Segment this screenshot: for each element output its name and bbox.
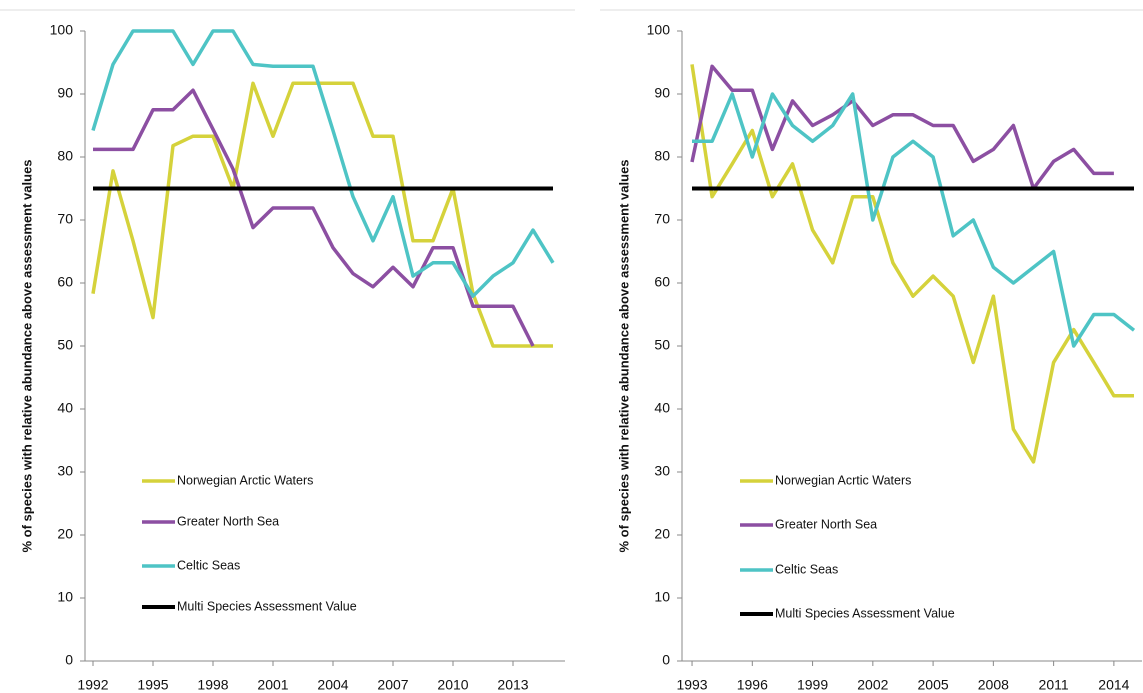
y-tick-label: 60 [57,274,73,290]
x-tick-label: 2005 [918,677,949,693]
y-tick-label: 100 [50,22,74,38]
y-tick-label: 60 [654,274,670,290]
x-tick-label: 1992 [77,677,108,693]
series-line [690,64,1134,464]
y-tick-label: 50 [57,337,73,353]
y-tick-label: 30 [57,463,73,479]
y-tick-label: 80 [57,148,73,164]
legend-label: Celtic Seas [177,558,240,572]
x-tick-label: 2004 [317,677,348,693]
series-line [91,81,553,348]
y-tick-label: 20 [57,526,73,542]
y-tick-label: 80 [654,148,670,164]
x-tick-label: 1996 [737,677,768,693]
legend-label: Multi Species Assessment Value [775,606,955,620]
y-tick-label: 0 [65,652,73,668]
x-tick-label: 2014 [1098,677,1129,693]
y-axis-label: % of species with relative abundance abo… [19,159,34,552]
x-tick-label: 2001 [257,677,288,693]
y-tick-label: 40 [57,400,73,416]
x-tick-label: 1993 [676,677,707,693]
series-line [91,29,555,298]
x-tick-label: 2011 [1039,677,1069,693]
y-tick-label: 100 [647,22,671,38]
y-tick-label: 90 [57,85,73,101]
y-tick-label: 20 [654,526,670,542]
x-tick-label: 1995 [137,677,168,693]
x-tick-label: 2013 [497,677,528,693]
legend-label: Greater North Sea [775,517,877,531]
y-axis-label: % of species with relative abundance abo… [616,159,631,552]
series-line [93,88,535,347]
y-tick-label: 0 [662,652,670,668]
y-tick-label: 40 [654,400,670,416]
x-tick-label: 1998 [197,677,228,693]
y-tick-label: 90 [654,85,670,101]
legend-label: Celtic Seas [775,562,838,576]
series-line [690,64,1114,191]
x-tick-label: 2008 [978,677,1009,693]
y-tick-label: 10 [57,589,73,605]
y-tick-label: 70 [57,211,73,227]
y-tick-label: 30 [654,463,670,479]
x-tick-label: 2010 [437,677,468,693]
legend-label: Norwegian Arctic Waters [177,473,313,487]
legend-label: Multi Species Assessment Value [177,599,357,613]
y-tick-label: 10 [654,589,670,605]
series-line [692,92,1136,348]
x-tick-label: 1999 [797,677,828,693]
x-tick-label: 2007 [377,677,408,693]
y-tick-label: 70 [654,211,670,227]
x-tick-label: 2002 [857,677,888,693]
legend-label: Greater North Sea [177,514,279,528]
y-tick-label: 50 [654,337,670,353]
legend-label: Norwegian Acrtic Waters [775,473,911,487]
